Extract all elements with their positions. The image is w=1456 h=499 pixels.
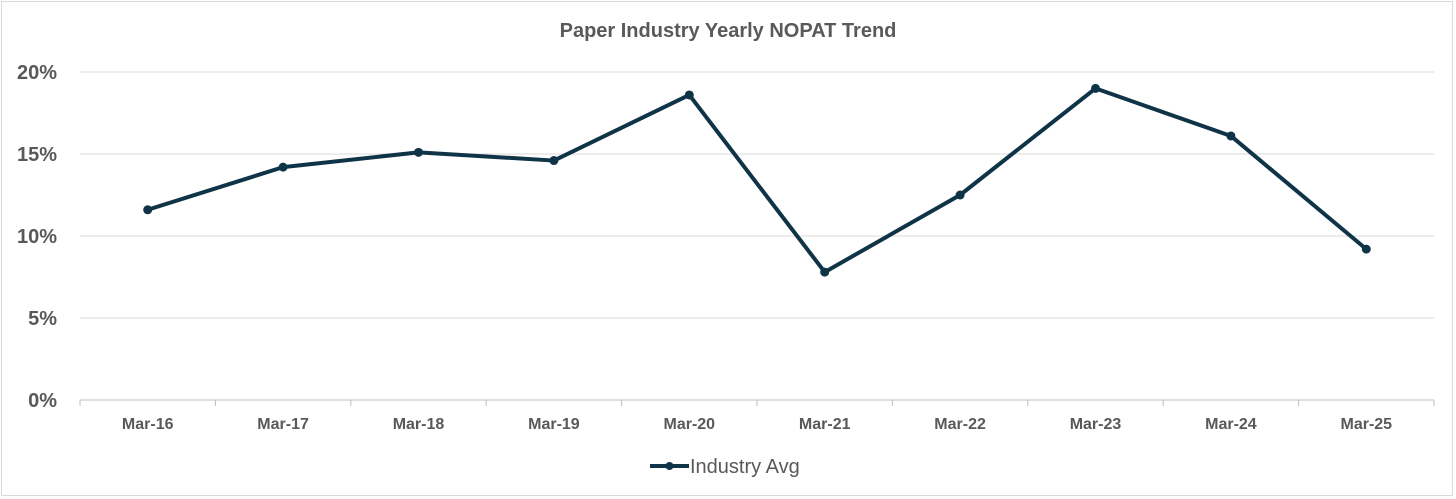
y-tick-label: 5% bbox=[28, 308, 57, 330]
legend-marker-swatch bbox=[665, 462, 674, 470]
x-tick-label: Mar-20 bbox=[664, 416, 716, 433]
x-tick-label: Mar-25 bbox=[1341, 416, 1393, 433]
x-tick-label: Mar-23 bbox=[1070, 416, 1122, 433]
x-tick-label: Mar-16 bbox=[122, 416, 174, 433]
data-point bbox=[820, 267, 830, 277]
y-axis-ticks: 0% 5% 10% 15% 20% bbox=[17, 62, 57, 412]
x-tick-label: Mar-19 bbox=[528, 416, 580, 433]
y-tick-label: 10% bbox=[17, 226, 57, 248]
data-point bbox=[955, 190, 965, 200]
data-point bbox=[684, 90, 694, 100]
data-point bbox=[414, 147, 423, 157]
series-industry-avg bbox=[143, 83, 1371, 277]
data-point bbox=[278, 162, 288, 172]
x-tick-label: Mar-17 bbox=[257, 416, 309, 433]
data-point bbox=[1226, 131, 1236, 141]
y-tick-label: 20% bbox=[17, 62, 57, 84]
y-tick-label: 0% bbox=[28, 390, 57, 412]
data-point bbox=[143, 205, 153, 215]
data-point bbox=[1361, 244, 1371, 254]
x-tick-label: Mar-24 bbox=[1205, 416, 1257, 433]
series-line bbox=[145, 86, 1369, 275]
gridlines bbox=[80, 71, 1434, 319]
data-point bbox=[549, 156, 559, 166]
x-tick-label: Mar-22 bbox=[934, 416, 986, 433]
legend-label-industry-avg: Industry Avg bbox=[690, 456, 800, 478]
data-point bbox=[1091, 83, 1100, 93]
x-tick-label: Mar-18 bbox=[393, 416, 445, 433]
chart-title: Paper Industry Yearly NOPAT Trend bbox=[560, 20, 897, 42]
x-axis: Mar-16 Mar-17 Mar-18 Mar-19 Mar-20 Mar-21 Mar-… bbox=[79, 399, 1435, 433]
x-tick-label: Mar-21 bbox=[799, 416, 851, 433]
legend: Industry Avg bbox=[650, 456, 800, 478]
y-tick-label: 15% bbox=[17, 144, 57, 166]
